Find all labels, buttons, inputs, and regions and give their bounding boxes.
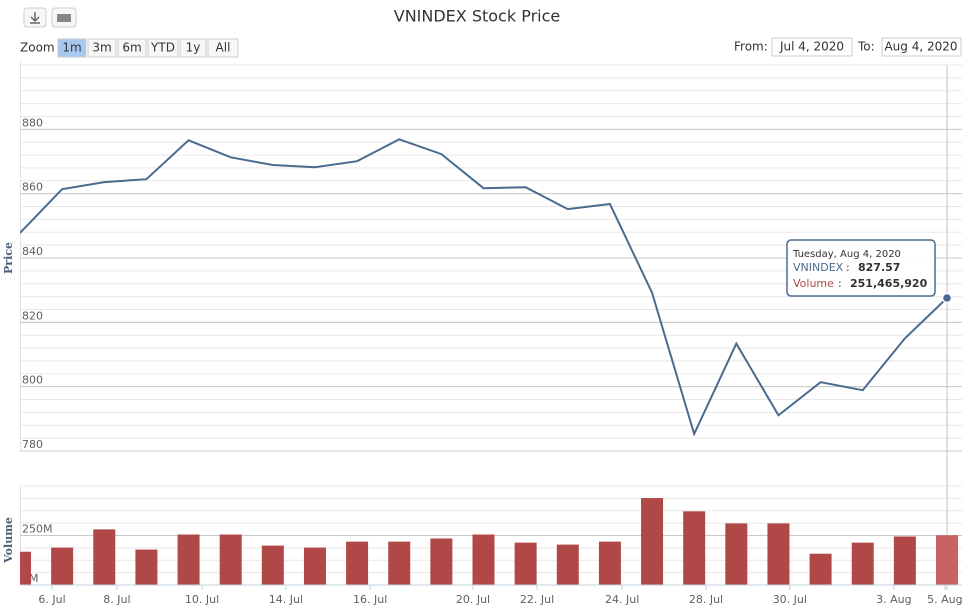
volume-bar <box>219 534 242 585</box>
zoom-button[interactable] <box>117 38 147 58</box>
volume-bar <box>514 542 537 585</box>
volume-bar <box>936 535 958 585</box>
zoom-button[interactable] <box>57 38 87 58</box>
hover-marker <box>941 292 953 304</box>
volume-bar <box>430 538 453 585</box>
volume-bar <box>556 544 579 585</box>
tooltip-series-name: VNINDEX <box>793 261 844 274</box>
x-tick-label: 24. Jul <box>605 593 639 606</box>
zoom-button[interactable] <box>179 38 207 58</box>
zoom-button-label: 1m <box>62 41 81 55</box>
volume-bar <box>177 534 200 585</box>
from-input[interactable] <box>771 37 853 57</box>
tooltip-value: 827.57 <box>858 261 900 274</box>
volume-bar <box>135 549 158 585</box>
plot-area: 0M250M <box>20 60 962 590</box>
price-line <box>20 138 948 437</box>
y-tick-label: 820 <box>22 309 43 322</box>
x-tick-label: 22. Jul <box>520 593 554 606</box>
x-tick-label: 16. Jul <box>353 593 387 606</box>
volume-bar <box>472 534 495 585</box>
zoom-label: Zoom <box>20 41 55 55</box>
y-axis-title: Price <box>2 242 15 274</box>
zoom-button-label: 1y <box>186 41 201 55</box>
y-tick-label: 860 <box>22 181 43 194</box>
volume-bar <box>893 536 916 585</box>
x-tick-label: 3. Aug <box>876 593 911 606</box>
to-input[interactable] <box>881 37 962 57</box>
to-label: To: <box>857 40 875 54</box>
x-tick-label: 30. Jul <box>773 593 807 606</box>
tooltip-separator: : <box>838 277 842 290</box>
to-date: Aug 4, 2020 <box>884 40 957 54</box>
x-tick-label: 8. Jul <box>103 593 130 606</box>
volume-bar <box>388 541 411 585</box>
y2-tick-label: 250M <box>22 523 53 536</box>
tooltip-separator: : <box>846 261 850 274</box>
chart-title: VNINDEX Stock Price <box>394 7 560 26</box>
y-tick-label: 800 <box>22 374 43 387</box>
volume-bar <box>51 547 74 585</box>
zoom-button-label: 6m <box>122 41 141 55</box>
x-tick-label: 6. Jul <box>38 593 65 606</box>
volume-bar <box>641 498 664 585</box>
volume-bar <box>93 529 116 585</box>
volume-bar <box>683 511 706 585</box>
volume-bar <box>346 541 369 585</box>
x-tick-label: 14. Jul <box>269 593 303 606</box>
tooltip: Tuesday, Aug 4, 2020VNINDEX:827.57Volume… <box>786 239 936 297</box>
tooltip-series-name: Volume <box>793 277 834 290</box>
zoom-button[interactable] <box>147 38 179 58</box>
zoom-button-label: 3m <box>92 41 111 55</box>
volume-bar <box>261 545 284 585</box>
print-icon <box>57 14 71 22</box>
zoom-button[interactable] <box>207 38 239 58</box>
from-label: From: <box>734 40 768 54</box>
tooltip-value: 251,465,920 <box>850 277 928 290</box>
y-tick-label: 880 <box>22 116 43 129</box>
volume-bar <box>851 542 874 585</box>
volume-bar <box>20 551 31 585</box>
volume-bar <box>767 523 790 585</box>
x-tick-label: 10. Jul <box>185 593 219 606</box>
volume-bar <box>725 523 748 585</box>
volume-bar <box>598 541 621 585</box>
y-tick-label: 840 <box>22 245 43 258</box>
x-tick-label: 20. Jul <box>456 593 490 606</box>
x-tick-label: 28. Jul <box>689 593 723 606</box>
x-tick-label: 5. Aug <box>927 593 962 606</box>
y2-axis-title: Volume <box>2 517 15 564</box>
tooltip-date: Tuesday, Aug 4, 2020 <box>792 249 901 260</box>
zoom-button[interactable] <box>87 38 117 58</box>
download-icon <box>30 12 40 24</box>
tooltip-box <box>786 239 936 297</box>
zoom-button-label: YTD <box>150 41 175 55</box>
from-date: Jul 4, 2020 <box>779 40 844 54</box>
y-tick-label: 780 <box>22 438 43 451</box>
volume-bar <box>303 547 326 585</box>
export-buttons <box>23 7 77 28</box>
zoom-button-label: All <box>216 41 231 55</box>
volume-bar <box>809 553 832 585</box>
overlay: 780 800 820 840 860 880 Tuesday, Aug 4, 2020VN… <box>22 116 953 451</box>
zoom-buttons: 1m 3m 6m YTD 1y All <box>57 38 239 58</box>
